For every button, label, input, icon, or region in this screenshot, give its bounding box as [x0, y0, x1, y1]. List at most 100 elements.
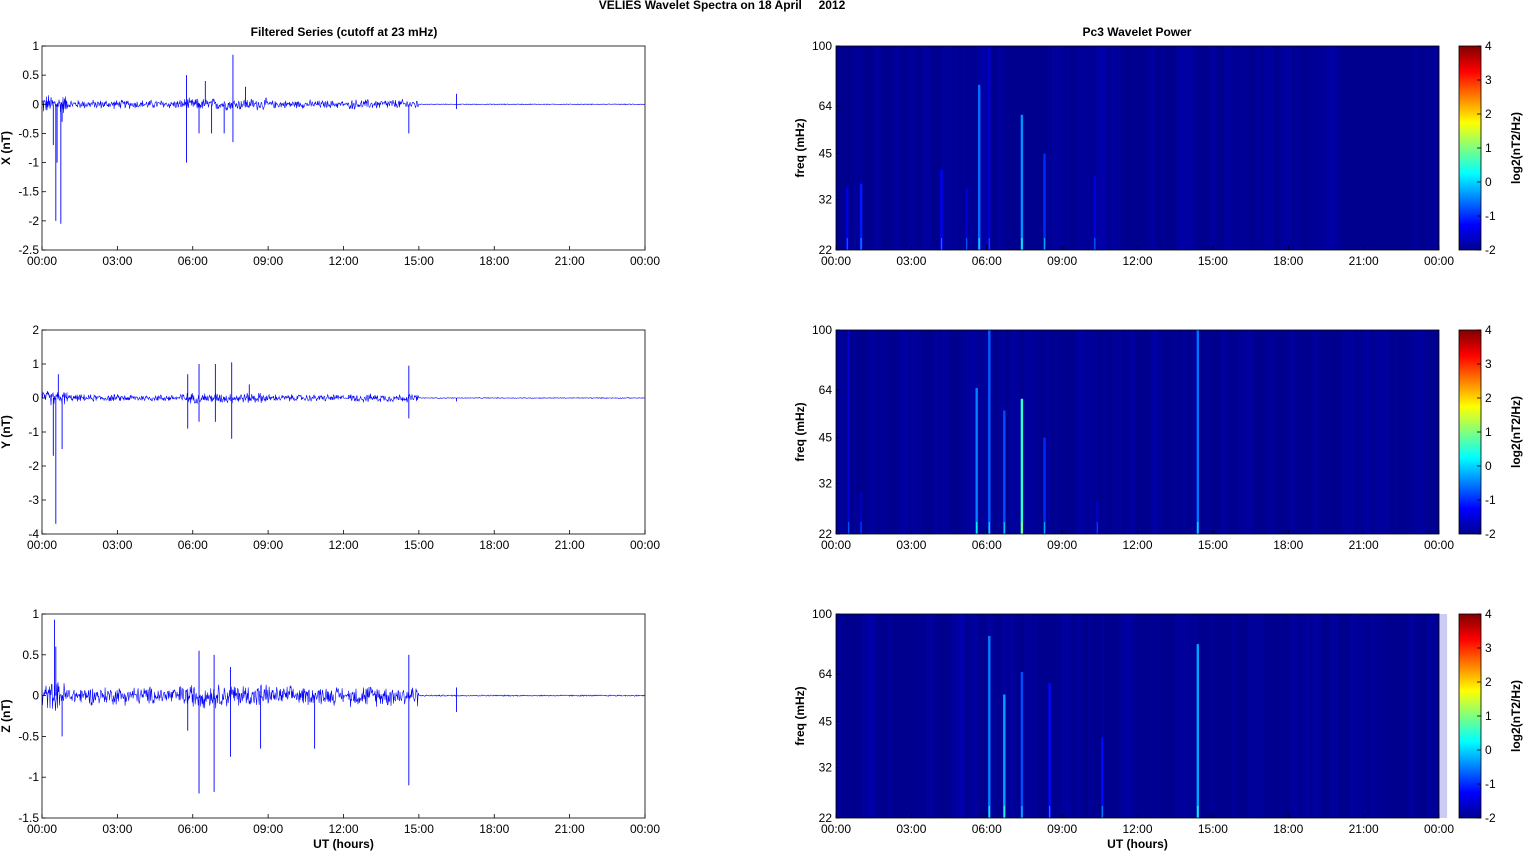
colorbar-label: log2(nT2/Hz): [1509, 396, 1523, 468]
spectrogram-texture: [933, 330, 939, 534]
spectrogram-texture: [1178, 46, 1181, 250]
x-tick-label: 21:00: [555, 822, 585, 836]
y-tick-label: 1: [32, 39, 39, 53]
x-tick-label: 06:00: [178, 254, 208, 268]
spectrogram-texture: [899, 330, 908, 534]
spectrogram-texture: [1101, 46, 1110, 250]
spectrogram-texture: [1174, 614, 1178, 818]
power-burst: [1196, 330, 1199, 534]
spectrogram-texture: [1332, 46, 1335, 250]
spectrogram-texture: [1161, 46, 1165, 250]
spectrogram-texture: [1412, 46, 1420, 250]
spectrogram-texture: [1179, 46, 1187, 250]
x-tick-label: 12:00: [328, 254, 358, 268]
x-tick-label: 09:00: [1047, 254, 1077, 268]
spectrogram-texture: [1098, 46, 1107, 250]
spectrogram-texture: [916, 614, 923, 818]
y-tick-label: 1: [32, 357, 39, 371]
x-tick-label: 15:00: [404, 822, 434, 836]
y-tick-label: 32: [819, 761, 833, 775]
x-tick-label: 15:00: [1198, 254, 1228, 268]
x-tick-label: 00:00: [1424, 254, 1454, 268]
y-tick-label: 22: [819, 243, 833, 257]
spectrogram-texture: [1184, 614, 1192, 818]
spectrogram-texture: [942, 46, 952, 250]
y-tick-label: -4: [28, 527, 39, 541]
spectrogram-texture: [1101, 330, 1107, 534]
spectrogram-texture: [1151, 330, 1156, 534]
spectrogram-texture: [1150, 46, 1156, 250]
x-tick-label: 18:00: [479, 538, 509, 552]
power-burst: [1003, 410, 1006, 534]
power-burst: [988, 635, 991, 818]
spectrogram-z: 22 32 45 64 100 freq (mHz) -2 -1 0 1 2 3 4 log2(nT2/H…: [793, 607, 1523, 851]
figure-title: VELIES Wavelet Spectra on 18 April 2012: [599, 0, 846, 12]
plot-area: [42, 46, 645, 250]
spectrogram-texture: [867, 330, 877, 534]
spectrogram-texture: [1178, 614, 1185, 818]
timeseries-y: -4 -3 -2 -1 0 1 2 Y (nT) 00:00 03:00 06:00 09:00 12:…: [0, 323, 660, 552]
y-tick-label: -1.5: [18, 185, 39, 199]
x-tick-label: 18:00: [1273, 822, 1303, 836]
colorbar-tick-label: 0: [1485, 459, 1492, 473]
spectrogram-texture: [965, 330, 973, 534]
spectrogram-texture: [1016, 330, 1020, 534]
x-tick-label: 09:00: [253, 538, 283, 552]
spectrogram-texture: [910, 330, 919, 534]
spectrogram-texture: [1181, 46, 1191, 250]
spectrogram-texture: [1221, 330, 1228, 534]
spectrogram-texture: [951, 614, 957, 818]
x-tick-label: 12:00: [1122, 538, 1152, 552]
power-burst: [978, 84, 981, 250]
spectrogram-texture: [1263, 46, 1269, 250]
spectrogram-texture: [985, 330, 990, 534]
power-burst-core: [1049, 806, 1051, 818]
power-burst-core: [1003, 806, 1005, 818]
spectrogram-texture: [1088, 614, 1094, 818]
y-axis-label: X (nT): [0, 131, 13, 165]
power-burst: [1096, 501, 1099, 534]
spectrogram-texture: [896, 46, 901, 250]
spectrogram-texture: [899, 330, 904, 534]
x-tick-label: 21:00: [555, 538, 585, 552]
spectrogram-texture: [1175, 46, 1186, 250]
y-tick-label: 0.5: [22, 648, 39, 662]
spectrogram-texture: [1411, 614, 1416, 818]
power-burst: [940, 169, 943, 250]
spectrogram-texture: [1149, 614, 1159, 818]
colorbar-tick-label: 3: [1485, 357, 1492, 371]
spectrogram-texture: [1010, 614, 1018, 818]
power-burst-core: [1021, 806, 1023, 818]
spectrogram-texture: [1061, 614, 1070, 818]
spectrogram-texture: [1235, 330, 1246, 534]
power-burst-core: [1003, 522, 1005, 534]
spectrogram-texture: [1288, 330, 1299, 534]
spectrogram-texture: [1268, 46, 1275, 250]
x-tick-label: 06:00: [972, 822, 1002, 836]
power-burst-core: [1043, 238, 1046, 250]
spectrogram-texture: [1132, 614, 1137, 818]
y-tick-label: 45: [819, 431, 833, 445]
spectrogram-texture: [1317, 46, 1323, 250]
y-tick-label: 64: [819, 383, 833, 397]
colorbar-tick-label: 1: [1485, 425, 1492, 439]
spectrogram-texture: [1425, 46, 1430, 250]
spectrogram-texture: [1100, 46, 1106, 250]
spectrogram-texture: [1430, 46, 1440, 250]
x-tick-label: 12:00: [328, 822, 358, 836]
power-burst: [1043, 153, 1046, 250]
x-tick-label: 15:00: [404, 538, 434, 552]
spectrogram-texture: [958, 614, 965, 818]
x-tick-label: 03:00: [102, 254, 132, 268]
spectrogram-texture: [868, 614, 877, 818]
power-burst-core: [940, 238, 943, 250]
x-tick-label: 15:00: [1198, 538, 1228, 552]
y-axis-label: Y (nT): [0, 415, 13, 449]
x-tick-label: 00:00: [821, 254, 851, 268]
power-burst: [859, 492, 863, 534]
x-tick-label: 03:00: [896, 538, 926, 552]
plot-area: [42, 330, 645, 534]
spectrogram-texture: [980, 330, 984, 534]
spectrogram-texture: [869, 614, 876, 818]
spectrogram-texture: [1126, 614, 1132, 818]
